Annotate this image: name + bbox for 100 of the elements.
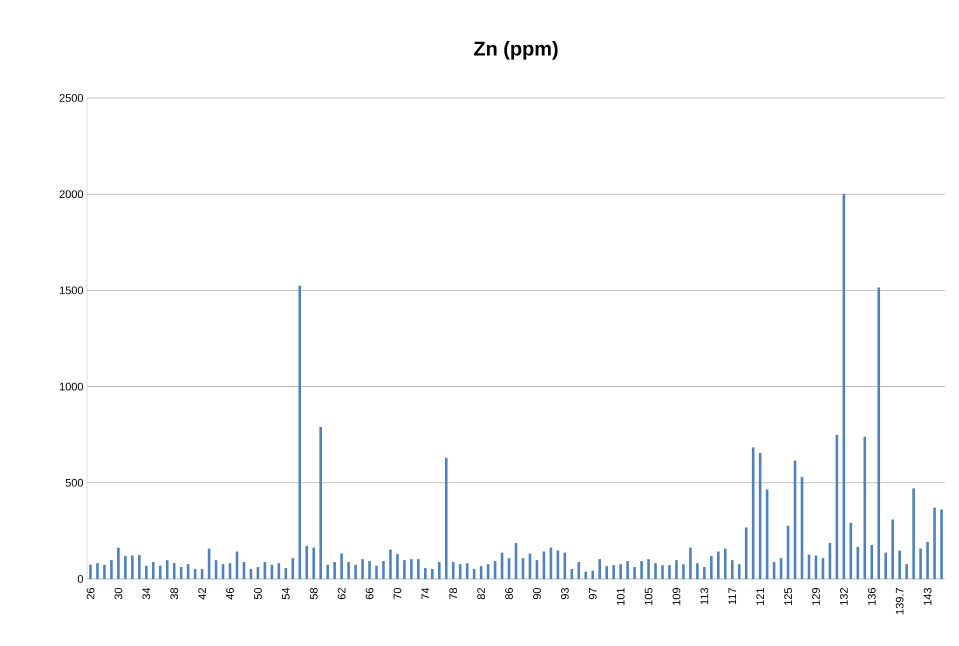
y-tick-label: 0 xyxy=(78,575,84,583)
x-tick-label: 26 xyxy=(86,588,94,600)
bar xyxy=(933,508,936,579)
bar xyxy=(214,560,218,579)
bar xyxy=(536,560,538,579)
x-tick-label: 66 xyxy=(366,588,374,600)
bar xyxy=(689,548,692,579)
bar xyxy=(800,476,804,579)
bar xyxy=(180,567,182,579)
x-tick-label: 143 xyxy=(924,588,932,605)
bar xyxy=(340,554,343,579)
bar xyxy=(256,567,260,579)
bar xyxy=(438,562,441,579)
bar xyxy=(472,568,476,579)
x-tick-label: 113 xyxy=(700,588,708,604)
bar xyxy=(842,194,846,579)
bar xyxy=(856,546,860,579)
bar xyxy=(264,562,266,579)
bar xyxy=(396,554,399,579)
bar xyxy=(103,564,106,579)
bar xyxy=(898,550,901,579)
x-tick-label: 117 xyxy=(728,588,736,604)
bar xyxy=(208,548,210,579)
bar xyxy=(228,563,232,579)
bar xyxy=(675,560,678,579)
bar xyxy=(814,556,818,579)
bar xyxy=(905,564,908,579)
bar xyxy=(550,548,552,579)
x-tick-label: 46 xyxy=(226,588,234,600)
x-tick-label: 82 xyxy=(477,588,486,600)
bar xyxy=(298,286,302,579)
bar xyxy=(870,544,874,579)
bar xyxy=(758,452,762,579)
bar xyxy=(417,559,420,579)
bar xyxy=(556,550,560,579)
bar xyxy=(612,565,615,579)
bar xyxy=(305,546,308,579)
bar xyxy=(570,568,574,579)
bar xyxy=(682,564,685,579)
y-tick-label: 2500 xyxy=(60,94,84,102)
bar xyxy=(452,562,455,579)
bar xyxy=(284,568,288,579)
bar xyxy=(633,567,636,579)
bar xyxy=(158,566,162,579)
x-tick-label: 54 xyxy=(282,588,290,600)
x-tick-label: 86 xyxy=(505,588,513,600)
bar xyxy=(772,562,776,579)
y-tick-label: 1000 xyxy=(60,382,84,390)
bar xyxy=(326,564,329,579)
x-tick-label: 136 xyxy=(868,588,876,605)
bar xyxy=(605,566,608,579)
bar xyxy=(877,288,880,579)
bar xyxy=(661,565,664,579)
bar xyxy=(738,564,741,579)
bar xyxy=(577,562,580,579)
bar xyxy=(131,556,134,579)
bar xyxy=(794,460,796,579)
bar xyxy=(766,489,768,579)
x-tick-label: 62 xyxy=(338,588,346,600)
bar xyxy=(696,563,699,579)
bar xyxy=(278,563,280,579)
bar xyxy=(822,558,824,579)
bar xyxy=(236,551,238,579)
bar xyxy=(640,561,643,579)
bar xyxy=(110,560,113,579)
y-tick-label: 1500 xyxy=(60,286,84,294)
bar xyxy=(654,563,657,579)
bar xyxy=(222,564,224,579)
x-tick-label: 90 xyxy=(533,588,541,600)
bar xyxy=(940,510,943,579)
bar xyxy=(194,568,196,579)
bar xyxy=(752,447,754,579)
bar xyxy=(389,550,392,579)
bar xyxy=(626,561,629,579)
x-tick-label: 139.7 xyxy=(896,588,904,614)
bar xyxy=(619,564,622,579)
bar xyxy=(508,558,510,579)
bar xyxy=(200,568,204,579)
bar xyxy=(291,558,294,579)
x-tick-label: 101 xyxy=(616,588,625,605)
bar xyxy=(319,426,322,579)
bar xyxy=(89,564,92,579)
bar xyxy=(152,562,155,579)
x-tick-label: 97 xyxy=(588,588,597,600)
x-tick-label: 34 xyxy=(142,588,150,600)
x-tick-label: 109 xyxy=(672,588,680,605)
bar xyxy=(312,548,316,579)
bar xyxy=(166,560,169,579)
x-tick-label: 129 xyxy=(812,588,820,605)
bar xyxy=(884,552,888,579)
x-tick-label: 93 xyxy=(560,588,569,600)
bar xyxy=(424,568,427,579)
x-tick-label: 132 xyxy=(840,588,848,605)
bar xyxy=(850,522,852,579)
bar xyxy=(724,548,727,579)
bar xyxy=(584,572,588,579)
bar xyxy=(912,488,915,579)
bar xyxy=(368,561,371,579)
bar xyxy=(717,551,720,579)
x-tick-label: 58 xyxy=(310,588,318,600)
